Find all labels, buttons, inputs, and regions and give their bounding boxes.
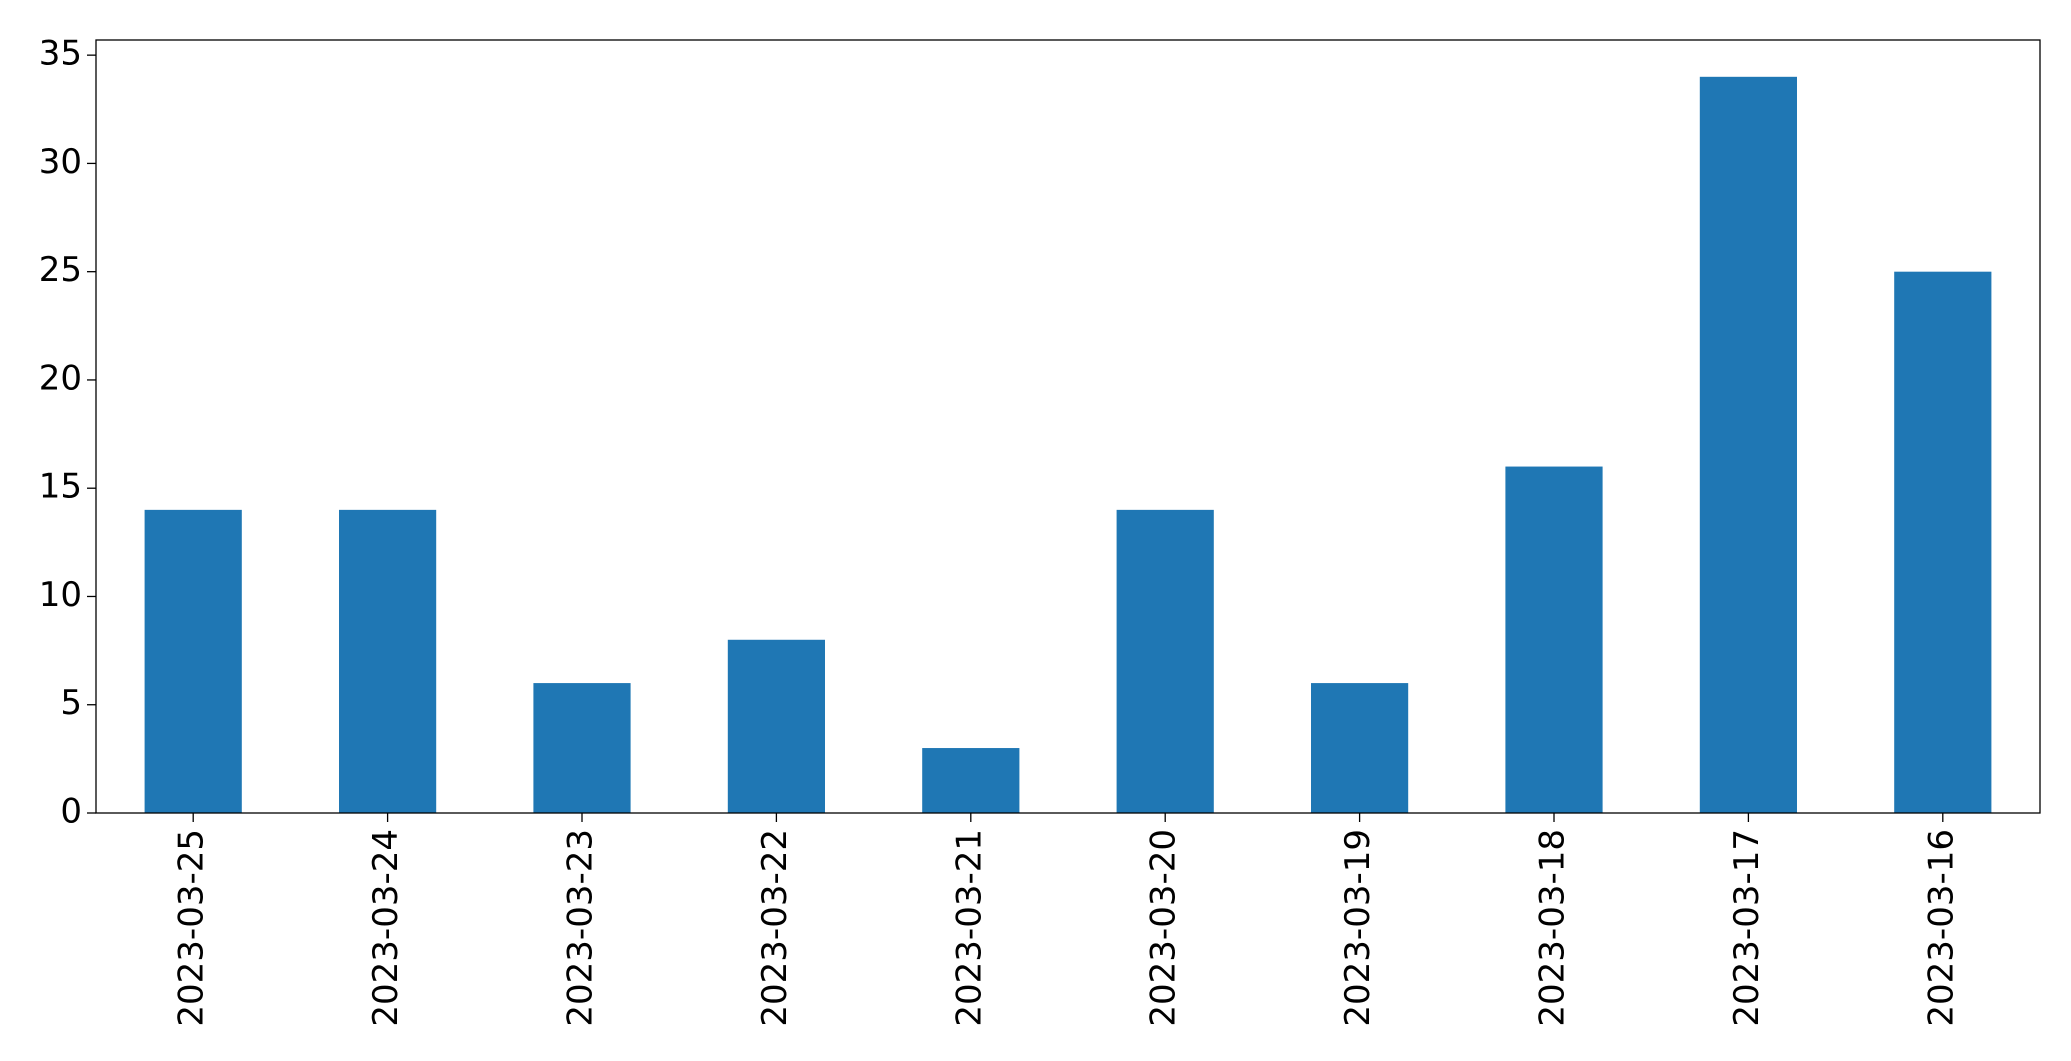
y-tick-label: 35 [39, 34, 82, 74]
bar [1116, 509, 1214, 813]
x-tick-label: 2023-03-21 [949, 829, 989, 1027]
y-tick-label: 15 [39, 467, 82, 507]
x-tick-label: 2023-03-17 [1727, 829, 1767, 1027]
bar [1505, 466, 1603, 813]
x-tick-label: 2023-03-25 [172, 829, 212, 1027]
y-tick-label: 10 [39, 575, 82, 615]
bar [144, 509, 242, 813]
plot-frame [95, 39, 2041, 814]
bar [533, 683, 631, 813]
y-tick-label: 25 [39, 250, 82, 290]
bar [1311, 683, 1409, 813]
x-tick-label: 2023-03-23 [561, 829, 601, 1027]
x-tick-label: 2023-03-24 [366, 829, 406, 1027]
y-tick-label: 30 [39, 142, 82, 182]
x-tick-label: 2023-03-16 [1921, 829, 1961, 1027]
bar [922, 748, 1020, 813]
x-tick-label: 2023-03-20 [1144, 829, 1184, 1027]
x-tick-label: 2023-03-22 [755, 829, 795, 1027]
y-tick-label: 0 [60, 792, 82, 832]
bar [727, 639, 825, 813]
bar [1894, 271, 1992, 813]
bar [1699, 76, 1797, 814]
bar [339, 509, 437, 813]
y-tick-label: 20 [39, 358, 82, 398]
y-tick-label: 5 [60, 683, 82, 723]
x-tick-label: 2023-03-19 [1338, 829, 1378, 1027]
x-tick-label: 2023-03-18 [1533, 829, 1573, 1027]
